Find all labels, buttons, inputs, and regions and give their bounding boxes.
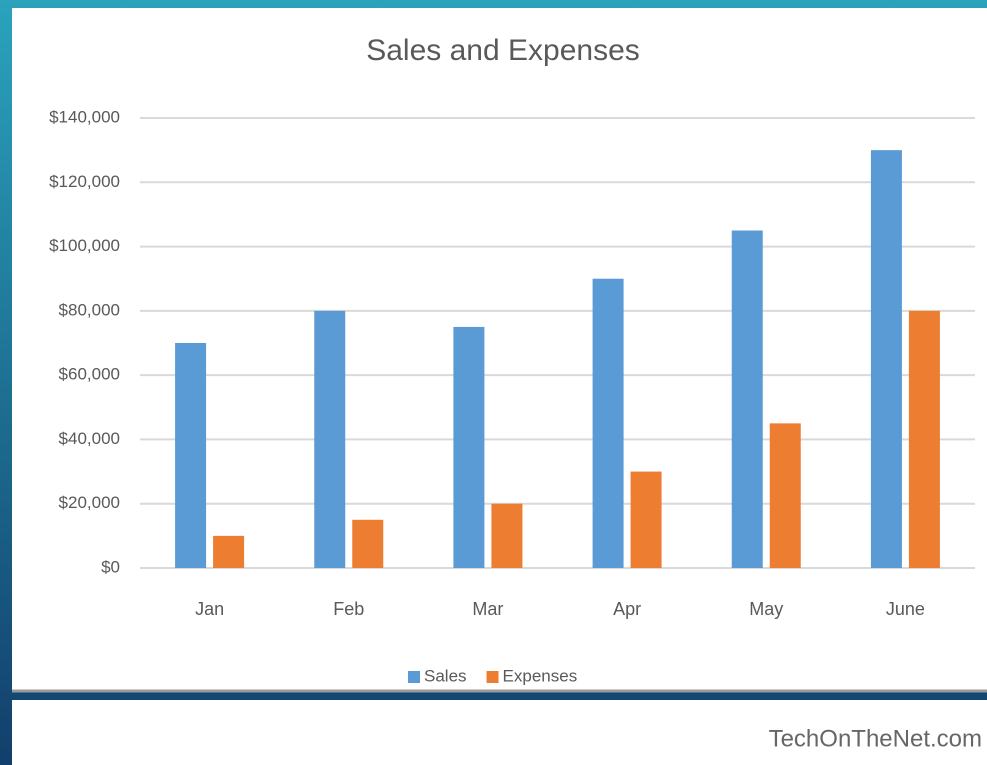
bar — [870, 150, 902, 568]
x-tick-label: May — [749, 599, 783, 619]
chart-title: Sales and Expenses — [366, 34, 640, 67]
bar — [908, 310, 940, 568]
bar — [175, 343, 207, 568]
y-tick-label: $60,000 — [59, 365, 120, 384]
legend-swatch — [408, 671, 420, 683]
y-tick-label: $40,000 — [59, 429, 120, 448]
bar — [630, 471, 662, 568]
y-tick-label: $0 — [101, 557, 120, 576]
x-tick-label: Jan — [195, 599, 224, 619]
legend-label: Expenses — [503, 666, 578, 685]
x-tick-label: Feb — [333, 599, 364, 619]
chart-area — [12, 8, 987, 690]
legend-label: Sales — [424, 666, 467, 685]
bar — [453, 326, 485, 568]
y-tick-label: $120,000 — [49, 172, 120, 191]
y-tick-label: $20,000 — [59, 493, 120, 512]
x-tick-label: Mar — [472, 599, 503, 619]
y-tick-label: $100,000 — [49, 236, 120, 255]
bar — [491, 503, 523, 568]
x-tick-label: June — [886, 599, 925, 619]
bar — [213, 535, 245, 568]
x-tick-label: Apr — [613, 599, 641, 619]
bar — [314, 310, 346, 568]
bar — [592, 278, 624, 568]
y-tick-label: $140,000 — [49, 107, 120, 126]
bar — [769, 423, 801, 568]
legend-swatch — [486, 671, 499, 683]
footer — [12, 700, 987, 765]
bar — [731, 230, 763, 568]
bar — [352, 519, 384, 568]
source: TechOnTheNet.com — [769, 725, 982, 752]
y-tick-label: $80,000 — [59, 300, 120, 319]
